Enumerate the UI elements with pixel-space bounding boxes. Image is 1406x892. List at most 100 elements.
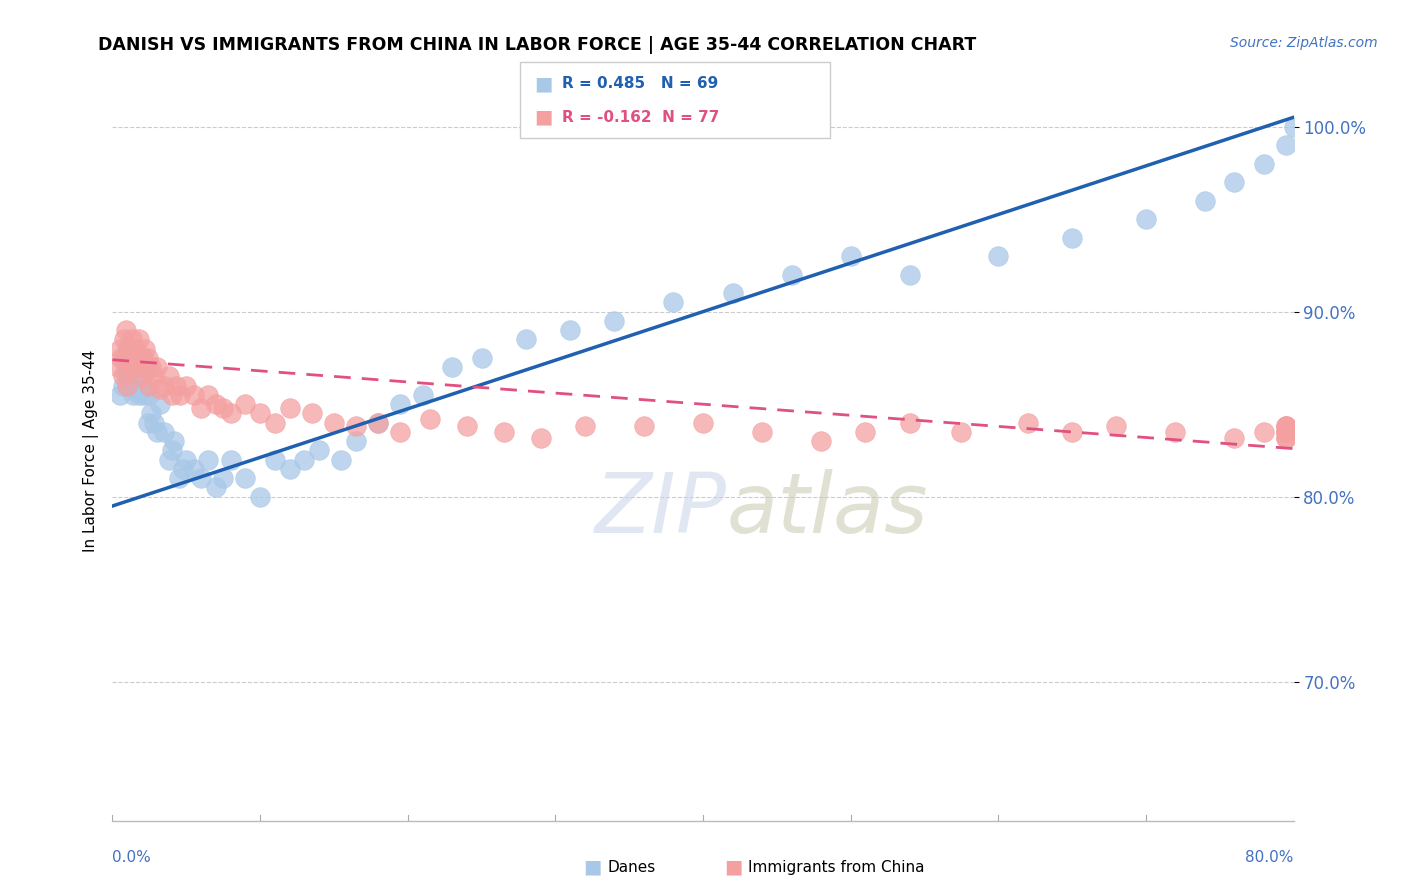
Point bbox=[131, 378, 153, 392]
Point bbox=[780, 268, 803, 282]
Point bbox=[124, 351, 146, 365]
Point bbox=[108, 388, 131, 402]
Point bbox=[1253, 425, 1275, 439]
Point bbox=[839, 249, 862, 263]
Point bbox=[456, 419, 478, 434]
Point bbox=[1253, 156, 1275, 170]
Point bbox=[389, 425, 412, 439]
Point bbox=[134, 342, 156, 356]
Point bbox=[344, 419, 367, 434]
Point bbox=[146, 360, 169, 375]
Point bbox=[120, 360, 142, 375]
Point bbox=[1062, 230, 1084, 244]
Point bbox=[131, 369, 153, 384]
Text: ■: ■ bbox=[534, 74, 553, 93]
Point bbox=[278, 462, 301, 476]
Point bbox=[160, 443, 183, 458]
Point bbox=[278, 401, 301, 415]
Point bbox=[121, 351, 143, 365]
Point bbox=[1275, 419, 1298, 434]
Text: Immigrants from China: Immigrants from China bbox=[748, 860, 925, 874]
Point bbox=[233, 397, 256, 411]
Point bbox=[515, 332, 537, 346]
Point bbox=[190, 471, 212, 485]
Point bbox=[112, 332, 135, 346]
Point bbox=[174, 378, 197, 392]
Point bbox=[174, 452, 197, 467]
Point bbox=[219, 452, 242, 467]
Point bbox=[124, 342, 146, 356]
Point bbox=[1275, 425, 1298, 439]
Point bbox=[139, 360, 162, 375]
Point bbox=[1223, 430, 1246, 444]
Point bbox=[1275, 430, 1298, 444]
Point bbox=[898, 268, 921, 282]
Point bbox=[330, 452, 353, 467]
Point bbox=[1105, 419, 1128, 434]
Point bbox=[120, 351, 142, 365]
Point bbox=[149, 397, 172, 411]
Point bbox=[128, 351, 150, 365]
Point bbox=[950, 425, 973, 439]
Point bbox=[1275, 138, 1298, 153]
Point bbox=[110, 351, 132, 365]
Point bbox=[122, 360, 145, 375]
Point bbox=[197, 452, 219, 467]
Point bbox=[172, 462, 194, 476]
Point bbox=[138, 378, 160, 392]
Point bbox=[249, 490, 271, 504]
Point bbox=[120, 378, 142, 392]
Point bbox=[1135, 212, 1157, 227]
Point bbox=[558, 323, 582, 337]
Text: R = -0.162  N = 77: R = -0.162 N = 77 bbox=[562, 110, 720, 125]
Point bbox=[163, 434, 186, 449]
Point bbox=[134, 360, 156, 375]
Point bbox=[125, 342, 148, 356]
Text: DANISH VS IMMIGRANTS FROM CHINA IN LABOR FORCE | AGE 35-44 CORRELATION CHART: DANISH VS IMMIGRANTS FROM CHINA IN LABOR… bbox=[98, 36, 977, 54]
Point bbox=[603, 314, 626, 328]
Point bbox=[233, 471, 256, 485]
Point bbox=[117, 342, 138, 356]
Point bbox=[142, 416, 165, 430]
Point bbox=[197, 388, 219, 402]
Point bbox=[131, 351, 153, 365]
Point bbox=[118, 360, 141, 375]
Point bbox=[117, 369, 138, 384]
Point bbox=[122, 388, 145, 402]
Point bbox=[219, 407, 242, 421]
Text: ■: ■ bbox=[724, 857, 742, 877]
Point bbox=[1282, 120, 1305, 134]
Text: atlas: atlas bbox=[727, 469, 928, 550]
Point bbox=[129, 351, 152, 365]
Point bbox=[1062, 425, 1084, 439]
Point bbox=[124, 351, 146, 365]
Point bbox=[132, 351, 155, 365]
Text: 80.0%: 80.0% bbox=[1246, 850, 1294, 865]
Point bbox=[135, 360, 157, 375]
Point bbox=[323, 416, 346, 430]
Point bbox=[344, 434, 367, 449]
Point bbox=[157, 369, 180, 384]
Point bbox=[810, 434, 832, 449]
Point bbox=[136, 351, 159, 365]
Point bbox=[1275, 425, 1298, 439]
Point bbox=[128, 332, 150, 346]
Point bbox=[127, 360, 149, 375]
Point bbox=[114, 360, 136, 375]
Point bbox=[264, 416, 287, 430]
Point bbox=[205, 397, 228, 411]
Text: ■: ■ bbox=[534, 108, 553, 127]
Point bbox=[470, 351, 494, 365]
Point bbox=[153, 425, 176, 439]
Point bbox=[146, 425, 169, 439]
Point bbox=[1275, 425, 1298, 439]
Point bbox=[1194, 194, 1216, 208]
Point bbox=[160, 388, 183, 402]
Point bbox=[1275, 419, 1298, 434]
Point bbox=[1017, 416, 1039, 430]
Point bbox=[898, 416, 921, 430]
Point bbox=[132, 388, 155, 402]
Text: 0.0%: 0.0% bbox=[112, 850, 152, 865]
Point bbox=[125, 383, 148, 397]
Point bbox=[107, 360, 129, 375]
